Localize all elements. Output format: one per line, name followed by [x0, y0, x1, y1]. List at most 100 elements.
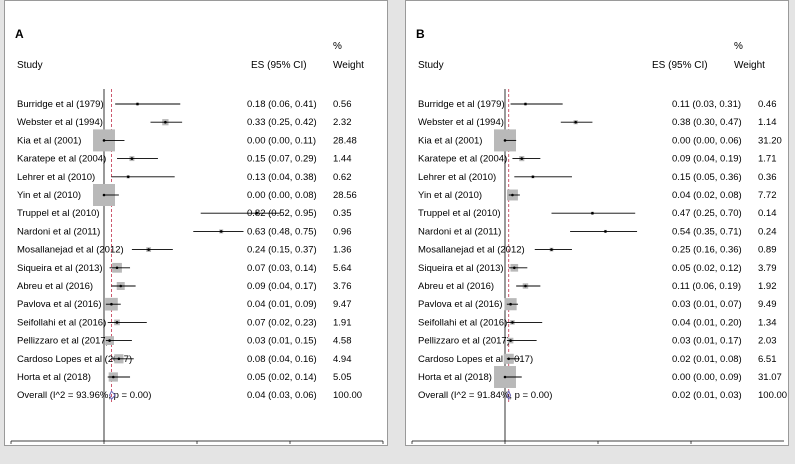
study-name: Siqueira et al (2013): [418, 263, 504, 274]
es-value: 0.00 (0.00, 0.11): [247, 135, 316, 146]
plot-area: -.50.511.5Burridge et al (1979)0.18 (0.0…: [10, 89, 384, 444]
es-value: 0.05 (0.02, 0.14): [247, 372, 317, 383]
study-name: Pellizzaro et al (2017): [17, 336, 109, 347]
study-row: Burridge et al (1979) 0.11 (0.03, 0.31) 0.…: [418, 99, 777, 110]
es-value: 0.18 (0.06, 0.41): [247, 99, 317, 110]
study-row: Horta et al (2018) 0.00 (0.00, 0.09) 31.07: [418, 366, 782, 388]
es-value: 0.11 (0.03, 0.31): [672, 99, 741, 110]
es-value: 0.15 (0.05, 0.36): [672, 172, 742, 183]
es-value: 0.63 (0.48, 0.75): [247, 226, 317, 237]
overall-diamond: [506, 390, 512, 401]
study-row: Siqueira et al (2013) 0.07 (0.03, 0.14) 5.…: [17, 263, 352, 274]
study-name: Seifollahi et al (2016): [418, 317, 507, 328]
header-es: ES (95% CI): [652, 60, 708, 71]
study-name: Mosallanejad et al (2012): [17, 245, 124, 256]
study-name: Horta et al (2018): [418, 372, 492, 383]
weight-value: 9.49: [758, 299, 777, 310]
overall-row: Overall (I^2 = 91.84%, p = 0.00) 0.02 (0.…: [418, 390, 787, 401]
study-row: Kia et al (2001) 0.00 (0.00, 0.06) 31.20: [418, 129, 782, 152]
forest-plot-a: A Study ES (95% CI) % Weight -.50.511.5B…: [4, 0, 388, 446]
es-value: 0.04 (0.01, 0.09): [247, 299, 317, 310]
study-name: Siqueira et al (2013): [17, 263, 103, 274]
weight-value: 0.24: [758, 226, 777, 237]
weight-value: 1.92: [758, 281, 777, 292]
header-weight: Weight: [333, 60, 364, 71]
es-value: 0.09 (0.04, 0.17): [247, 281, 317, 292]
weight-value: 0.14: [758, 208, 777, 219]
point-estimate: [511, 321, 514, 324]
point-estimate: [524, 102, 527, 106]
point-estimate: [509, 302, 512, 306]
study-row: Lehrer et al (2010) 0.13 (0.04, 0.38) 0.62: [17, 172, 352, 183]
study-row: Karatepe et al (2004) 0.09 (0.04, 0.19) 1.…: [418, 154, 777, 165]
weight-value: 2.32: [333, 117, 352, 128]
point-estimate: [255, 211, 258, 215]
point-estimate: [119, 284, 123, 288]
weight-value: 2.03: [758, 336, 777, 347]
es-value: 0.07 (0.02, 0.23): [247, 317, 317, 328]
point-estimate: [164, 120, 167, 124]
point-estimate: [591, 211, 594, 215]
point-estimate: [108, 339, 111, 342]
point-estimate: [117, 357, 121, 361]
header-weight-pct: %: [734, 41, 743, 52]
header-study: Study: [418, 60, 444, 71]
point-estimate: [524, 284, 527, 288]
point-estimate: [503, 375, 507, 379]
point-estimate: [513, 266, 516, 270]
weight-value: 5.64: [333, 263, 352, 274]
study-name: Cardoso Lopes et al (2017): [17, 354, 132, 365]
weight-value: 4.58: [333, 336, 352, 347]
es-value: 0.82 (0.52, 0.95): [247, 208, 317, 219]
es-value: 0.33 (0.25, 0.42): [247, 117, 317, 128]
plot-area: -.50.51Burridge et al (1979)0.11 (0.03, …: [411, 89, 787, 444]
point-estimate: [219, 230, 223, 233]
study-row: Truppel et al (2010) 0.47 (0.25, 0.70) 0.1…: [418, 208, 777, 219]
study-row: Pavlova et al (2016) 0.03 (0.01, 0.07) 9.4…: [418, 298, 777, 311]
weight-value: 31.07: [758, 372, 782, 383]
weight-value: 3.79: [758, 263, 777, 274]
study-row: Cardoso Lopes et al (2017) 0.08 (0.04, 0.…: [17, 354, 352, 365]
weight-value: 1.34: [758, 317, 777, 328]
es-value: 0.54 (0.35, 0.71): [672, 226, 742, 237]
weight-value: 1.14: [758, 117, 777, 128]
point-estimate: [102, 139, 106, 142]
overall-weight-value: 100.00: [758, 390, 787, 401]
study-row: Pavlova et al (2016) 0.04 (0.01, 0.09) 9.4…: [17, 297, 352, 311]
weight-value: 1.44: [333, 154, 352, 165]
es-value: 0.24 (0.15, 0.37): [247, 245, 317, 256]
weight-value: 7.72: [758, 190, 777, 201]
weight-value: 4.94: [333, 354, 352, 365]
es-value: 0.07 (0.03, 0.14): [247, 263, 317, 274]
study-name: Kia et al (2001): [17, 135, 81, 146]
es-value: 0.15 (0.07, 0.29): [247, 154, 317, 165]
study-name: Pavlova et al (2016): [418, 299, 503, 310]
study-row: Nardoni et al (2011) 0.63 (0.48, 0.75) 0.9…: [17, 226, 352, 237]
weight-value: 5.05: [333, 372, 352, 383]
weight-value: 0.89: [758, 245, 777, 256]
study-name: Pavlova et al (2016): [17, 299, 102, 310]
es-value: 0.09 (0.04, 0.19): [672, 154, 742, 165]
study-name: Lehrer et al (2010): [418, 172, 496, 183]
es-value: 0.25 (0.16, 0.36): [672, 245, 742, 256]
study-row: Horta et al (2018) 0.05 (0.02, 0.14) 5.05: [17, 372, 352, 383]
es-value: 0.38 (0.30, 0.47): [672, 117, 742, 128]
point-estimate: [126, 175, 130, 179]
study-name: Abreu et al (2016): [17, 281, 93, 292]
es-value: 0.04 (0.01, 0.20): [672, 317, 742, 328]
study-row: Webster et al (1994) 0.33 (0.25, 0.42) 2.3…: [17, 117, 352, 128]
point-estimate: [115, 266, 119, 270]
study-name: Yin et al (2010): [17, 190, 81, 201]
panel-label: A: [15, 27, 24, 41]
point-estimate: [136, 102, 139, 106]
study-name: Abreu et al (2016): [418, 281, 494, 292]
es-value: 0.05 (0.02, 0.12): [672, 263, 742, 274]
study-row: Kia et al (2001) 0.00 (0.00, 0.11) 28.48: [17, 129, 357, 152]
weight-value: 28.48: [333, 135, 357, 146]
study-name: Truppel et al (2010): [418, 208, 501, 219]
study-name: Burridge et al (1979): [418, 99, 505, 110]
weight-value: 0.62: [333, 172, 352, 183]
point-estimate: [604, 230, 607, 233]
study-row: Pellizzaro et al (2017) 0.03 (0.01, 0.15)…: [17, 336, 352, 347]
es-value: 0.03 (0.01, 0.17): [672, 336, 742, 347]
